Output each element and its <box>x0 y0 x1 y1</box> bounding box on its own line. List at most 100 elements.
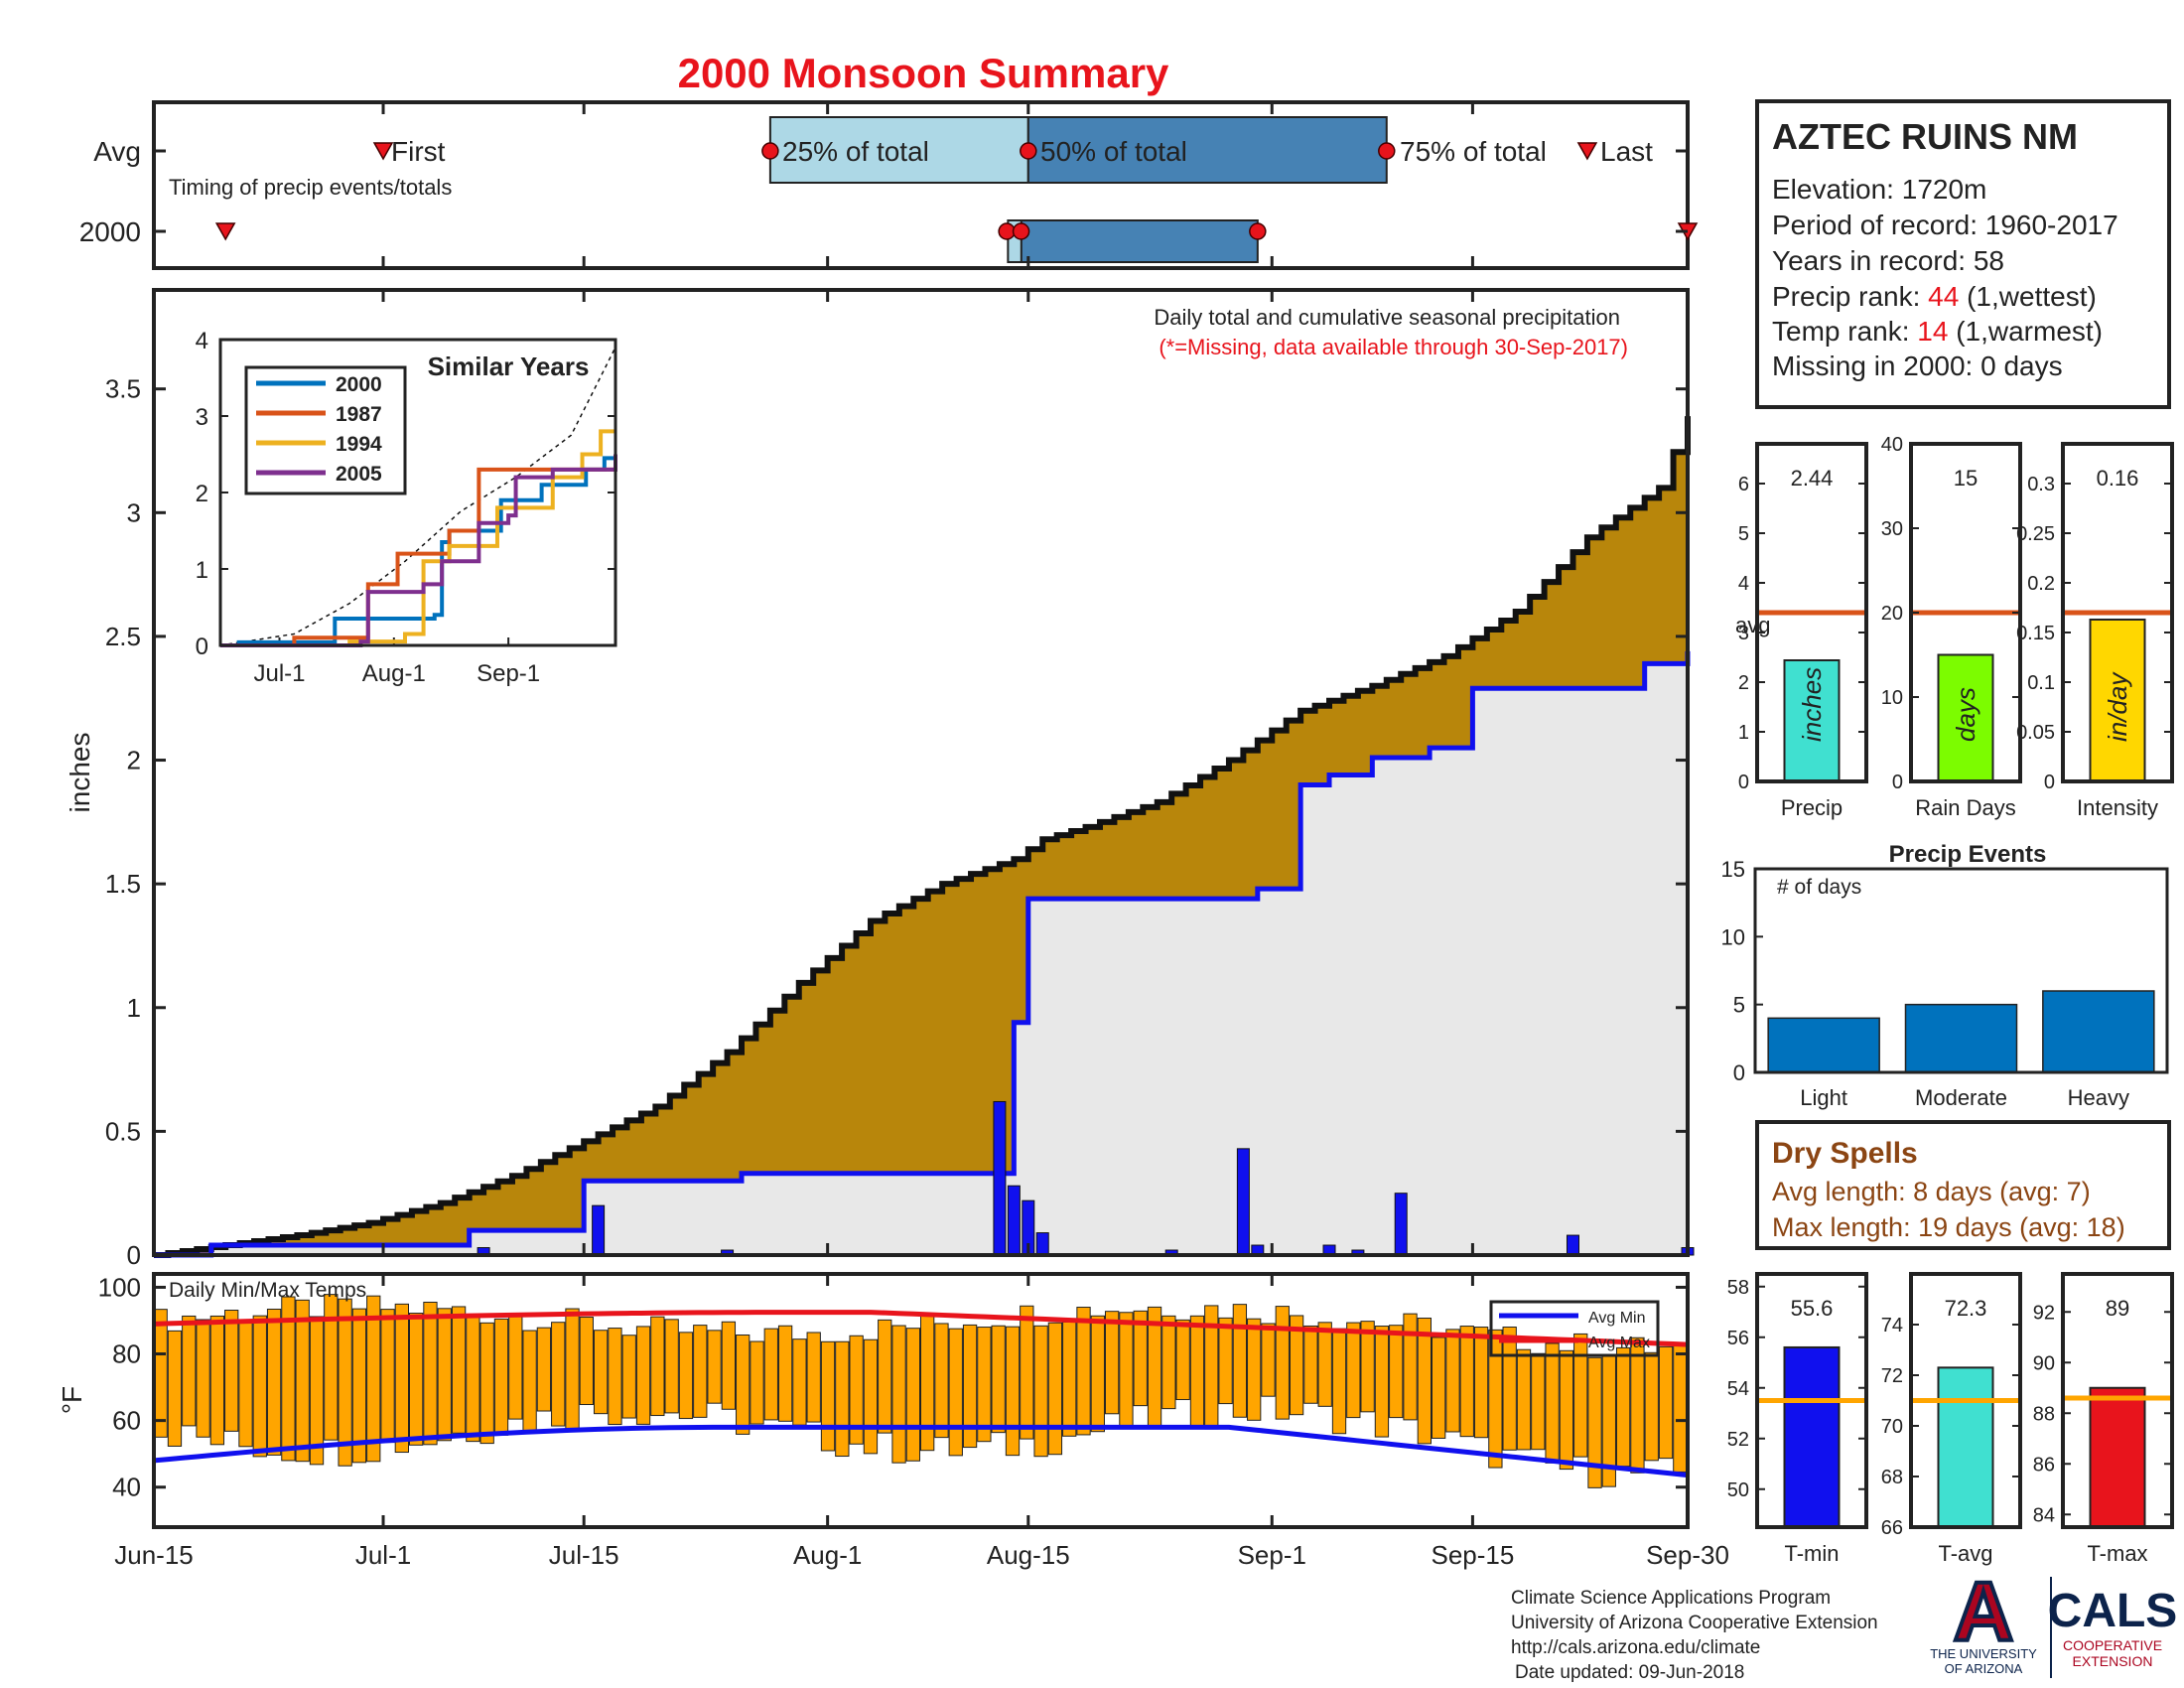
inset-x-label: Sep-1 <box>477 660 540 687</box>
inset-legend-label: 1994 <box>336 433 382 456</box>
inset-series-line <box>220 429 615 647</box>
footer-line3: http://cals.arizona.edu/climate <box>1511 1637 1760 1658</box>
daily-temp-bar <box>1573 1333 1588 1458</box>
dry-spells-max: Max length: 19 days (avg: 18) <box>1772 1212 2125 1242</box>
timing-caption: Timing of precip events/totals <box>169 175 452 200</box>
daily-temp-bar <box>1020 1305 1034 1440</box>
precip-panel-tick-label: 3 <box>1738 623 1749 644</box>
precip-panel-tick-label: 1 <box>1738 722 1749 744</box>
daily-temp-bar <box>635 1326 651 1425</box>
x-tick-label: Jun-15 <box>114 1540 194 1570</box>
raindays-panel-value: 15 <box>1954 466 1978 491</box>
daily-temp-bar <box>1374 1326 1390 1438</box>
station-precip-rank: Precip rank: 44 (1,wettest) <box>1772 281 2097 312</box>
timing-p50-label: 50% of total <box>1040 136 1187 167</box>
x-tick-label: Aug-15 <box>987 1540 1070 1570</box>
inset-x-label: Aug-1 <box>362 660 426 687</box>
daily-temp-bar <box>252 1315 267 1458</box>
precip-panel-unit: inches <box>1797 667 1827 742</box>
station-years: Years in record: 58 <box>1772 245 2004 276</box>
precip-panel: 0 0.5 1 1.5 2 2.5 3 3.5 inches Daily total and … <box>65 288 1695 1270</box>
daily-temp-bar <box>806 1332 821 1423</box>
cals-logo: CALS <box>2048 1585 2178 1637</box>
dry-spells-title: Dry Spells <box>1772 1137 1918 1170</box>
daily-temp-bar <box>1261 1323 1276 1397</box>
events-tick-label: 15 <box>1721 857 1745 882</box>
daily-temp-bar <box>579 1317 594 1406</box>
daily-temp-bar <box>1432 1336 1446 1439</box>
temp-y-label: 80 <box>112 1339 141 1369</box>
events-bar <box>2042 990 2155 1073</box>
daily-temp-bar <box>920 1314 935 1452</box>
daily-temp-bar <box>621 1335 636 1419</box>
tavg-panel-frame <box>1909 1272 2022 1529</box>
tmin-panel-tick-label: 52 <box>1727 1429 1749 1451</box>
intensity-panel-tick-label: 0.2 <box>2027 573 2055 595</box>
main-ylabel: inches <box>65 733 95 813</box>
inset-avg-line <box>219 347 616 646</box>
tmax-panel-bar <box>2089 1386 2146 1528</box>
y2000-p50-box <box>1020 219 1259 263</box>
footer-line1: Climate Science Applications Program <box>1511 1588 1831 1609</box>
precip-panel-tick-label: 6 <box>1738 474 1749 495</box>
inset-y-label: 2 <box>196 481 208 507</box>
daily-temp-bar <box>1360 1321 1375 1413</box>
legend-avg-max: Avg Max <box>1588 1335 1650 1351</box>
tmax-panel-tick-label: 86 <box>2033 1454 2055 1476</box>
intensity-panel-tick-label: 0.3 <box>2027 474 2055 495</box>
daily-temp-bar <box>508 1315 523 1420</box>
events-ylabel: # of days <box>1777 876 1861 899</box>
precip-panel-tick-label: 4 <box>1738 573 1749 595</box>
precip-panel-bar <box>1783 659 1841 782</box>
events-category: Light <box>1800 1085 1847 1110</box>
temp-y-label: 100 <box>98 1272 141 1302</box>
events-category: Moderate <box>1915 1085 2007 1110</box>
daily-temp-bar <box>182 1315 197 1427</box>
daily-temp-bar <box>1047 1322 1063 1456</box>
x-tick-label: Sep-1 <box>1238 1540 1306 1570</box>
daily-temp-bar <box>891 1325 906 1464</box>
daily-temp-bar <box>167 1330 183 1447</box>
daily-temp-bar <box>209 1315 225 1446</box>
events-bar <box>1767 1017 1880 1073</box>
daily-temp-bar <box>338 1298 352 1467</box>
daily-temp-bar <box>281 1296 296 1462</box>
avg-first-marker <box>372 142 394 161</box>
raindays-panel-unit: days <box>1951 687 1980 742</box>
precip-panel-tick-label: 0 <box>1738 772 1749 793</box>
station-name: AZTEC RUINS NM <box>1772 116 2078 157</box>
daily-temp-bar <box>1161 1315 1176 1410</box>
station-missing: Missing in 2000: 0 days <box>1772 351 2063 381</box>
precip-panel-frame <box>1755 442 1868 783</box>
daily-temp-bar <box>324 1294 339 1441</box>
dry-spells-avg: Avg length: 8 days (avg: 7) <box>1772 1177 2091 1206</box>
tmax-panel-tick-label: 84 <box>2033 1504 2055 1526</box>
precip-panel-tick-label: 5 <box>1738 523 1749 545</box>
daily-precip-bar <box>1236 1148 1250 1256</box>
figure-title: 2000 Monsoon Summary <box>678 50 1169 96</box>
daily-temp-bar <box>934 1323 949 1439</box>
x-tick-label: Sep-15 <box>1431 1540 1514 1570</box>
daily-temp-bar <box>1644 1351 1659 1462</box>
timing-row-avg-label: Avg <box>93 136 141 167</box>
daily-temp-bar <box>1133 1310 1148 1407</box>
timing-first-label: First <box>391 136 446 167</box>
daily-temp-bar <box>238 1321 253 1448</box>
daily-temp-bar <box>451 1306 467 1434</box>
temps-ylabel: °F <box>57 1386 87 1414</box>
daily-temp-bar <box>1545 1342 1560 1464</box>
daily-temp-bar <box>1289 1315 1304 1416</box>
daily-temp-bar <box>466 1314 480 1443</box>
daily-temp-bar <box>295 1299 310 1463</box>
raindays-panel-tick-label: 30 <box>1881 518 1903 540</box>
daily-temp-bar <box>792 1338 807 1426</box>
daily-temp-bar <box>977 1327 992 1443</box>
intensity-panel-tick-label: 0.05 <box>2016 722 2055 744</box>
tavg-panel-tick-label: 70 <box>1881 1416 1903 1438</box>
daily-temp-bar <box>522 1330 537 1432</box>
dry-spells-box: Dry Spells Avg length: 8 days (avg: 7) M… <box>1755 1120 2171 1250</box>
daily-temp-bar <box>437 1308 452 1442</box>
daily-temp-bar <box>1531 1352 1546 1451</box>
daily-temp-bar <box>905 1328 921 1462</box>
events-bar <box>1904 1003 2018 1073</box>
